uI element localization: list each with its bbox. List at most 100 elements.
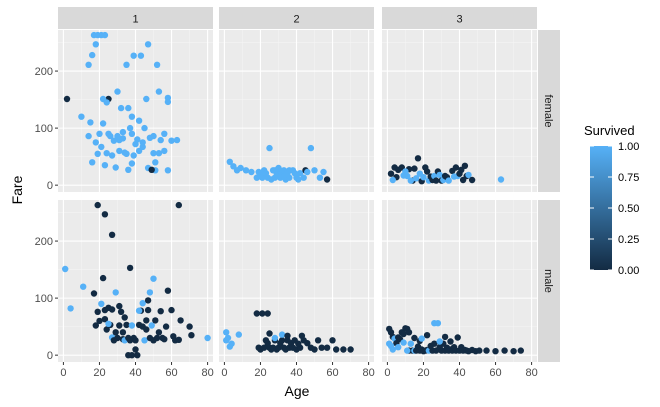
data-point: [130, 52, 137, 59]
data-point: [226, 158, 233, 165]
data-point: [112, 289, 119, 296]
data-point: [411, 334, 418, 342]
data-point: [264, 310, 271, 317]
data-point: [119, 329, 127, 336]
data-point: [67, 305, 74, 312]
data-point: [128, 322, 136, 329]
data-point: [148, 322, 155, 329]
data-point: [173, 136, 181, 144]
data-point: [153, 334, 161, 342]
data-point: [126, 124, 134, 132]
data-point: [157, 136, 164, 144]
data-point: [255, 168, 262, 176]
strip-label: female: [542, 94, 554, 127]
x-tick-label: 60: [165, 367, 177, 379]
data-point: [329, 337, 336, 344]
data-point: [152, 159, 159, 166]
data-point: [168, 306, 175, 314]
data-point: [286, 174, 293, 181]
data-point: [89, 159, 96, 166]
x-tick-label: 0: [221, 367, 227, 379]
strip-background: [382, 7, 537, 29]
data-point: [157, 308, 164, 315]
points-2-female: [226, 144, 331, 183]
data-point: [248, 168, 255, 176]
data-point: [128, 130, 136, 137]
data-point: [101, 162, 109, 169]
data-point: [144, 297, 152, 304]
data-point: [99, 120, 107, 127]
data-point: [94, 150, 101, 157]
data-point: [139, 139, 146, 146]
x-tick-label: 80: [362, 367, 374, 379]
data-point: [260, 344, 268, 351]
data-point: [92, 41, 100, 48]
data-point: [96, 130, 103, 137]
data-point: [223, 329, 230, 336]
data-point: [150, 275, 157, 282]
data-point: [92, 322, 100, 329]
x-tick-label: 0: [60, 367, 66, 379]
data-point: [119, 128, 127, 136]
y-tick-label: 100: [35, 123, 53, 135]
data-point: [141, 124, 148, 132]
data-point: [340, 346, 347, 353]
data-point: [304, 168, 311, 176]
strip-col-3: 3: [382, 7, 537, 29]
data-point: [517, 347, 524, 354]
panel-1-male: [58, 200, 213, 362]
data-point: [432, 177, 440, 184]
y-tick-label: 200: [35, 66, 53, 78]
data-point: [436, 338, 443, 345]
x-tick-label: 80: [201, 367, 213, 379]
data-point: [161, 336, 168, 343]
legend-colorbar: [590, 146, 612, 270]
data-point: [295, 340, 302, 347]
data-point: [135, 307, 143, 314]
data-point: [144, 306, 152, 314]
data-point: [114, 334, 121, 342]
strip-background: [538, 200, 560, 362]
data-point: [143, 326, 150, 333]
data-point: [420, 174, 427, 181]
data-point: [423, 168, 431, 175]
panels-layer: [58, 30, 537, 362]
data-point: [304, 340, 311, 347]
legend: Survived 0.00 0.25 0.50 0.75 1.00: [584, 123, 639, 277]
data-point: [468, 176, 476, 184]
legend-tick-label: 0.50: [618, 203, 639, 215]
data-point: [128, 352, 136, 359]
data-point: [105, 320, 112, 327]
data-point: [117, 308, 125, 315]
data-point: [413, 175, 420, 182]
data-point: [318, 344, 325, 351]
y-tick-label: 0: [47, 350, 53, 362]
data-point: [441, 333, 449, 341]
data-point: [146, 289, 154, 296]
strip-background: [538, 30, 560, 192]
panel-3-female: [382, 30, 537, 192]
data-point: [99, 274, 107, 282]
data-point: [153, 61, 161, 68]
data-point: [224, 334, 232, 342]
data-point: [92, 139, 100, 146]
data-point: [259, 174, 266, 181]
data-point: [411, 165, 418, 172]
data-point: [242, 167, 250, 174]
x-axis-title: Age: [285, 383, 310, 399]
data-point: [85, 132, 92, 140]
data-point: [139, 143, 146, 151]
data-point: [347, 346, 354, 353]
y-tick-label: 100: [35, 293, 53, 305]
data-point: [125, 104, 132, 112]
facet-strips: 1 2 3 female male: [58, 7, 560, 362]
data-point: [262, 170, 270, 177]
data-point: [128, 160, 136, 167]
strip-label: 2: [293, 14, 299, 26]
data-point: [123, 321, 130, 329]
data-point: [175, 201, 182, 209]
data-point: [414, 155, 422, 162]
x-tick-label: 20: [417, 367, 429, 379]
x-tick-label: 40: [453, 367, 465, 379]
axes-layer: 0 100 200 0 100 200 0 20 40 60 80 0 20 40 60 80 0 20 40 60 8…: [35, 66, 538, 379]
